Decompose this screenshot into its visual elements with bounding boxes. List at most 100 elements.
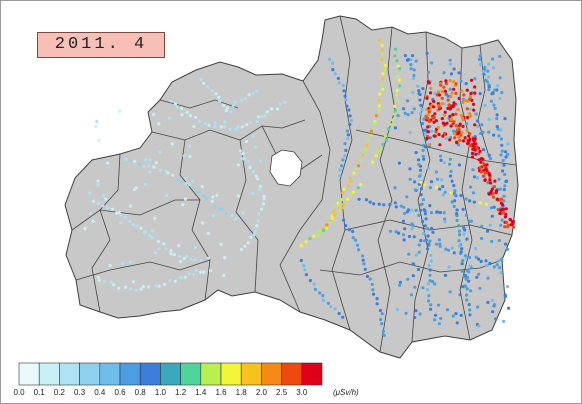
measurement-dot bbox=[511, 225, 516, 229]
measurement-dot bbox=[117, 210, 121, 215]
measurement-dot bbox=[343, 154, 347, 158]
measurement-dot bbox=[270, 107, 274, 111]
measurement-dot bbox=[444, 136, 448, 141]
measurement-dot bbox=[389, 123, 394, 127]
measurement-dot bbox=[332, 209, 336, 213]
measurement-dot bbox=[202, 194, 206, 198]
measurement-dot bbox=[427, 242, 431, 246]
measurement-dot bbox=[426, 130, 430, 134]
measurement-dot bbox=[111, 207, 115, 211]
measurement-dot bbox=[465, 88, 469, 92]
measurement-dot bbox=[443, 110, 447, 114]
measurement-dot bbox=[506, 142, 510, 146]
legend-tick-label: 1.6 bbox=[215, 388, 227, 397]
measurement-dot bbox=[444, 247, 448, 251]
measurement-dot bbox=[341, 191, 345, 195]
measurement-dot bbox=[462, 226, 466, 230]
measurement-dot bbox=[444, 81, 448, 86]
measurement-dot bbox=[498, 97, 502, 101]
measurement-dot bbox=[202, 81, 206, 85]
measurement-dot bbox=[510, 220, 514, 224]
measurement-dot bbox=[479, 160, 483, 164]
measurement-dot bbox=[482, 174, 486, 178]
measurement-dot bbox=[401, 233, 406, 237]
measurement-dot bbox=[459, 113, 463, 117]
measurement-dot bbox=[381, 87, 385, 91]
measurement-dot bbox=[423, 132, 427, 136]
measurement-dot bbox=[459, 250, 463, 254]
measurement-dot bbox=[210, 199, 214, 203]
measurement-dot bbox=[434, 185, 438, 189]
measurement-dot bbox=[236, 163, 240, 167]
measurement-dot bbox=[468, 199, 472, 203]
measurement-dot bbox=[498, 187, 502, 191]
measurement-dot bbox=[183, 197, 188, 201]
measurement-dot bbox=[498, 54, 502, 59]
measurement-dot bbox=[333, 72, 337, 76]
measurement-dot bbox=[417, 163, 421, 167]
measurement-dot bbox=[452, 80, 456, 84]
measurement-dot bbox=[452, 183, 456, 188]
measurement-dot bbox=[411, 223, 415, 227]
legend-swatch bbox=[240, 362, 262, 386]
measurement-dot bbox=[238, 149, 242, 153]
measurement-dot bbox=[492, 265, 496, 269]
measurement-dot bbox=[349, 179, 353, 183]
measurement-dot bbox=[380, 83, 384, 87]
measurement-dot bbox=[491, 91, 495, 95]
measurement-dot bbox=[299, 243, 303, 248]
measurement-dot bbox=[429, 253, 433, 258]
measurement-dot bbox=[491, 310, 495, 314]
measurement-dot bbox=[222, 103, 226, 107]
measurement-dot bbox=[438, 242, 442, 246]
measurement-dot bbox=[199, 258, 203, 263]
measurement-dot bbox=[180, 113, 184, 117]
prefecture-outline bbox=[64, 15, 519, 359]
measurement-dot bbox=[460, 269, 464, 273]
measurement-dot bbox=[463, 284, 467, 288]
measurement-dot bbox=[465, 293, 469, 297]
measurement-dot bbox=[477, 257, 481, 261]
measurement-dot bbox=[443, 217, 447, 221]
measurement-dot bbox=[188, 154, 192, 159]
measurement-dot bbox=[494, 317, 498, 321]
measurement-dot bbox=[461, 100, 465, 104]
measurement-dot bbox=[435, 177, 440, 181]
legend-swatch bbox=[59, 362, 80, 386]
measurement-dot bbox=[487, 130, 491, 134]
measurement-dot bbox=[338, 174, 342, 178]
measurement-dot bbox=[441, 184, 445, 189]
measurement-dot bbox=[504, 220, 509, 225]
measurement-dot bbox=[442, 113, 446, 117]
measurement-dot bbox=[345, 104, 349, 108]
measurement-dot bbox=[450, 246, 454, 250]
measurement-dot bbox=[218, 99, 222, 103]
measurement-dot bbox=[341, 158, 345, 162]
measurement-dot bbox=[465, 107, 469, 111]
measurement-dot bbox=[433, 282, 437, 286]
measurement-dot bbox=[363, 147, 367, 151]
measurement-dot bbox=[496, 127, 500, 131]
measurement-dot bbox=[144, 158, 148, 162]
measurement-dot bbox=[474, 112, 478, 116]
measurement-dot bbox=[251, 91, 256, 95]
measurement-dot bbox=[424, 217, 428, 221]
measurement-dot bbox=[495, 263, 499, 267]
measurement-dot bbox=[491, 195, 496, 199]
measurement-dot bbox=[498, 76, 502, 80]
measurement-dot bbox=[148, 158, 152, 162]
measurement-dot bbox=[457, 239, 461, 243]
measurement-dot bbox=[500, 90, 504, 95]
measurement-dot bbox=[457, 229, 461, 233]
measurement-dot bbox=[448, 79, 452, 83]
measurement-dot bbox=[476, 305, 480, 309]
measurement-dot bbox=[177, 244, 181, 248]
measurement-dot bbox=[260, 207, 264, 211]
measurement-dot bbox=[226, 106, 230, 110]
measurement-dot bbox=[154, 161, 158, 165]
measurement-dot bbox=[374, 154, 378, 158]
measurement-dot bbox=[359, 158, 363, 163]
measurement-dot bbox=[450, 200, 454, 204]
legend-tick-label: 1.4 bbox=[195, 388, 207, 397]
measurement-dot bbox=[255, 89, 259, 93]
